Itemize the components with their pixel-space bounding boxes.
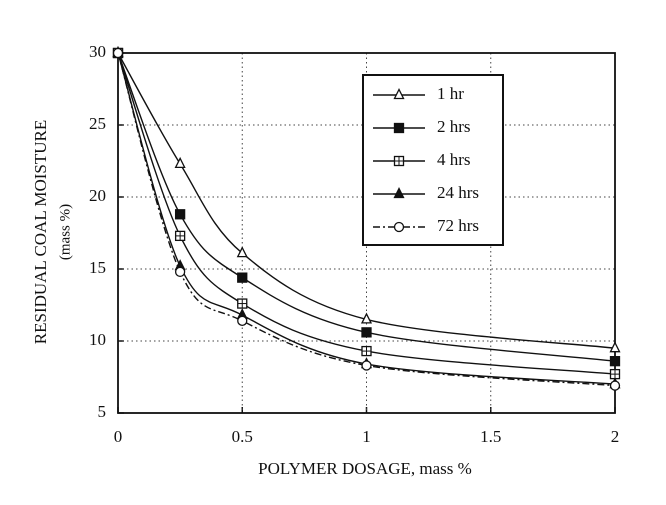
marker-shape	[237, 272, 248, 283]
marker-shape	[236, 246, 248, 258]
x-tick-label: 0	[114, 427, 123, 446]
marker	[361, 327, 372, 338]
marker-shape	[393, 88, 405, 100]
marker	[609, 356, 621, 367]
y-tick-label: 20	[89, 186, 106, 205]
y-tick-label: 10	[89, 330, 106, 349]
y-axis-label: (mass %)	[57, 204, 73, 260]
marker	[609, 380, 621, 391]
marker-shape	[237, 315, 248, 326]
marker	[174, 156, 186, 169]
marker	[174, 230, 186, 242]
marker	[361, 360, 372, 371]
legend-box	[362, 74, 504, 246]
marker-shape	[361, 360, 372, 371]
marker	[393, 221, 405, 233]
marker	[393, 187, 405, 199]
marker	[609, 341, 621, 353]
marker	[237, 315, 248, 326]
y-tick-label: 25	[89, 114, 106, 133]
y-tick-label: 5	[98, 402, 107, 421]
x-tick-label: 1	[362, 427, 371, 446]
legend-label: 2 hrs	[437, 117, 471, 136]
marker	[174, 209, 186, 220]
y-axis-label: RESIDUAL COAL MOISTURE	[31, 120, 50, 344]
legend-label: 4 hrs	[437, 150, 471, 169]
legend-label: 24 hrs	[437, 183, 479, 202]
marker-shape	[174, 266, 186, 278]
marker-shape	[609, 341, 621, 353]
marker-shape	[174, 156, 186, 169]
plot-frame	[117, 52, 616, 414]
series-line	[117, 52, 616, 349]
marker-shape	[360, 312, 373, 324]
marker-shape	[393, 122, 405, 134]
marker-shape	[393, 221, 405, 233]
marker-shape	[393, 187, 405, 199]
marker	[360, 312, 373, 324]
legend-label: 1 hr	[437, 84, 464, 103]
marker	[393, 88, 405, 100]
marker	[361, 345, 372, 357]
y-tick-label: 15	[89, 258, 106, 277]
x-tick-label: 1.5	[480, 427, 501, 446]
series-line	[117, 52, 616, 362]
marker-shape	[609, 380, 621, 391]
x-tick-label: 2	[611, 427, 620, 446]
marker	[237, 272, 248, 283]
marker-shape	[361, 327, 372, 338]
marker	[112, 47, 124, 59]
x-tick-label: 0.5	[232, 427, 253, 446]
series-line	[117, 52, 616, 375]
y-tick-label: 30	[89, 42, 106, 61]
marker	[237, 298, 248, 309]
marker	[174, 266, 186, 278]
marker	[236, 246, 248, 258]
x-axis-label: POLYMER DOSAGE, mass %	[258, 459, 472, 478]
marker-shape	[609, 356, 621, 367]
marker	[393, 155, 405, 167]
legend-label: 72 hrs	[437, 216, 479, 235]
marker	[393, 122, 405, 134]
marker-shape	[112, 47, 124, 59]
marker-shape	[174, 209, 186, 220]
